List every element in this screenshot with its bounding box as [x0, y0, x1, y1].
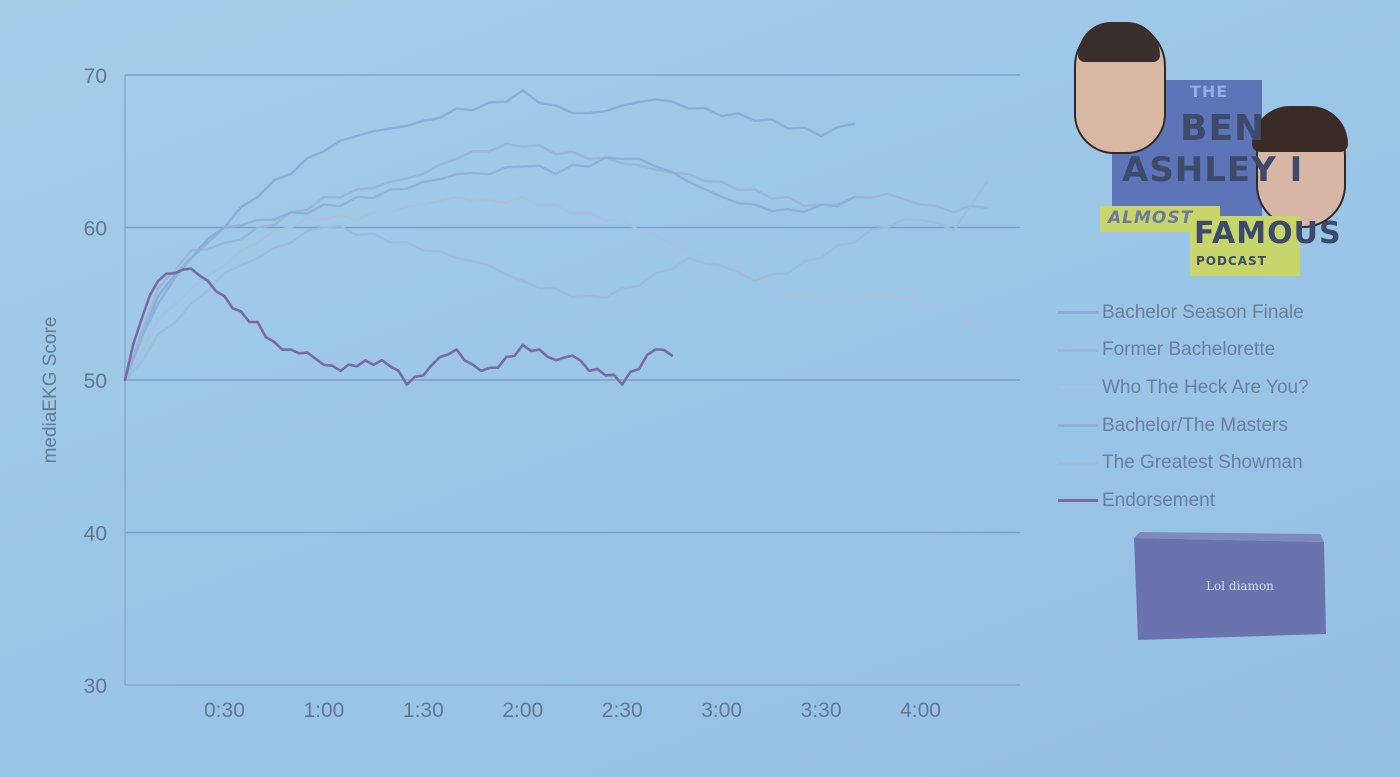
- x-tick-label-3-30: 3:30: [801, 699, 842, 722]
- gridlines: [125, 74, 1020, 534]
- legend-label-3: Who The Heck Are You?: [1102, 376, 1309, 398]
- y-tick-label-50: 50: [84, 370, 107, 393]
- legend-label-5: The Greatest Showman: [1102, 452, 1303, 474]
- logo-text-the: THE: [1190, 82, 1229, 101]
- host-avatar-left-hair: [1078, 22, 1160, 62]
- logo-text-famous: FAMOUS: [1194, 216, 1342, 251]
- legend-swatch-3: [1058, 386, 1098, 390]
- legend-swatch-1: [1058, 311, 1098, 315]
- legend-label-6: Endorsement: [1102, 489, 1216, 511]
- x-tick-label-2-30: 2:30: [602, 699, 643, 722]
- series-line-6: [123, 267, 674, 386]
- x-tick-label-2-00: 2:00: [502, 699, 543, 722]
- legend-swatch-2: [1058, 348, 1098, 352]
- y-tick-label-30: 30: [84, 675, 107, 698]
- product-box-label: Lol diamon: [1206, 579, 1274, 593]
- logo-famous-band: [1190, 216, 1300, 276]
- legend-item-5: The Greatest Showman: [1058, 444, 1378, 482]
- legend-label-1: Bachelor Season Finale: [1102, 301, 1304, 323]
- logo-text-ben: BEN: [1180, 108, 1266, 149]
- y-tick-label-60: 60: [84, 218, 107, 241]
- chart-legend: Bachelor Season Finale Former Bacheloret…: [1058, 294, 1378, 520]
- series-lines: [123, 89, 989, 386]
- legend-item-2: Former Bachelorette: [1058, 332, 1378, 370]
- x-tick-label-4-00: 4:00: [900, 699, 941, 722]
- series-line-3: [123, 195, 989, 382]
- legend-swatch-4: [1058, 424, 1098, 428]
- x-tick-label-1-00: 1:00: [303, 699, 344, 722]
- legend-item-6: Endorsement: [1058, 482, 1378, 520]
- legend-swatch-5: [1058, 461, 1098, 465]
- y-tick-label-40: 40: [84, 523, 107, 546]
- legend-item-4: Bachelor/The Masters: [1058, 407, 1378, 445]
- series-line-2: [123, 142, 989, 382]
- logo-text-podcast: PODCAST: [1196, 254, 1267, 268]
- tick-labels: 30 40 50 60 70 0:30 1:00 1:30 2:00 2:30 3:00 3:30 4:…: [84, 65, 941, 722]
- legend-label-2: Former Bachelorette: [1102, 339, 1276, 361]
- series-line-1: [123, 89, 856, 382]
- y-axis-label: mediaEKG Score: [40, 317, 61, 464]
- product-box-image: Lol diamon: [1134, 532, 1326, 640]
- x-tick-label-1-30: 1:30: [403, 699, 444, 722]
- x-tick-label-3-00: 3:00: [701, 699, 742, 722]
- x-tick-label-0-30: 0:30: [204, 699, 245, 722]
- logo-text-almost: ALMOST: [1108, 208, 1194, 228]
- product-box-front: [1134, 538, 1326, 640]
- y-tick-label-70: 70: [84, 65, 107, 88]
- logo-text-ashley: ASHLEY I: [1122, 150, 1304, 190]
- legend-label-4: Bachelor/The Masters: [1102, 414, 1288, 436]
- series-line-4: [123, 156, 856, 382]
- podcast-logo: THE BEN ASHLEY I ALMOST FAMOUS PODCAST: [1072, 22, 1352, 290]
- legend-item-1: Bachelor Season Finale: [1058, 294, 1378, 332]
- product-box-top: [1134, 532, 1324, 542]
- legend-swatch-6: [1058, 499, 1098, 503]
- legend-item-3: Who The Heck Are You?: [1058, 369, 1378, 407]
- line-chart: 30 40 50 60 70 0:30 1:00 1:30 2:00 2:30 3:00 3:30 4:…: [40, 65, 1020, 722]
- series-line-5: [123, 180, 989, 382]
- host-avatar-right-hair: [1252, 106, 1348, 152]
